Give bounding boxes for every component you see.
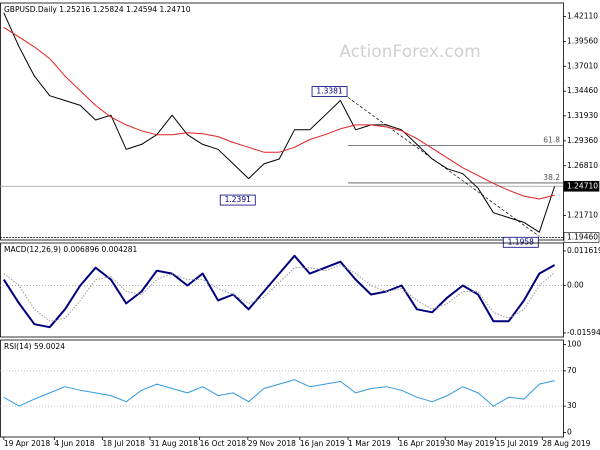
annotation-box <box>219 194 256 206</box>
x-tick-label: 30 May 2019 <box>445 439 494 448</box>
x-tick-label: 28 Aug 2019 <box>542 439 590 448</box>
series-line <box>2 254 556 329</box>
y-tick-label: -0.015949 <box>567 328 600 337</box>
y-tick-label: 1.21710 <box>567 211 598 220</box>
x-tick-label: 29 Nov 2018 <box>248 439 296 448</box>
y-tick-label: 0 <box>567 428 572 437</box>
x-tick-label: 1 Mar 2019 <box>348 439 391 448</box>
y-tick-label: 100 <box>567 339 582 348</box>
price-marker-label: 1.19460 <box>567 232 598 241</box>
panel-title: GBPUSD.Daily 1.25216 1.25824 1.24594 1.2… <box>4 5 191 14</box>
y-tick-label: 1.37010 <box>567 61 598 70</box>
x-tick-label: 16 Jan 2019 <box>300 439 345 448</box>
y-tick-label: 30 <box>567 401 577 410</box>
annotation-label: 1.1958 <box>508 237 534 246</box>
price-marker-label: 1.24710 <box>567 181 598 190</box>
x-tick-label: 18 Jul 2018 <box>103 439 146 448</box>
x-tick-label: 15 Jul 2019 <box>496 439 539 448</box>
y-tick-label: 70 <box>567 366 577 375</box>
y-tick-label: 1.26810 <box>567 161 598 170</box>
y-tick-label: 1.31930 <box>567 111 598 120</box>
series-line <box>3 12 556 233</box>
annotation-label: 1.3381 <box>316 87 342 96</box>
series-line <box>3 264 555 322</box>
panel-frame <box>0 339 564 438</box>
fib-label: 61.8 <box>543 135 560 144</box>
series-line <box>3 379 555 407</box>
panel-title: MACD(12,26,9) 0.006896 0.004281 <box>4 245 138 254</box>
price-marker-box <box>563 232 600 243</box>
y-tick-label: 1.34460 <box>567 86 598 95</box>
price-marker-box <box>563 180 600 192</box>
y-tick-label: 1.39560 <box>567 36 598 45</box>
y-tick-label: 0.00 <box>567 281 584 290</box>
annotation-box <box>311 86 348 97</box>
panel-frame <box>0 2 564 241</box>
x-tick-label: 19 Apr 2018 <box>4 439 51 448</box>
annotation-label: 1.2391 <box>225 195 251 204</box>
trend-line <box>347 97 540 237</box>
x-tick-label: 16 Oct 2018 <box>200 439 247 448</box>
y-tick-label: 1.29360 <box>567 136 598 145</box>
watermark: ActionForex.com <box>339 42 480 62</box>
x-tick-label: 4 Jun 2018 <box>54 439 95 448</box>
panel-frame <box>0 242 564 338</box>
x-tick-label: 31 Aug 2018 <box>150 439 198 448</box>
annotation-box <box>502 236 539 248</box>
y-tick-label: 0.011619 <box>567 246 600 255</box>
fib-label: 38.2 <box>543 173 560 182</box>
series-line <box>3 26 555 200</box>
x-tick-label: 16 Apr 2019 <box>399 439 446 448</box>
panel-title: RSI(14) 59.0024 <box>4 342 65 351</box>
y-tick-label: 1.42110 <box>567 12 598 21</box>
